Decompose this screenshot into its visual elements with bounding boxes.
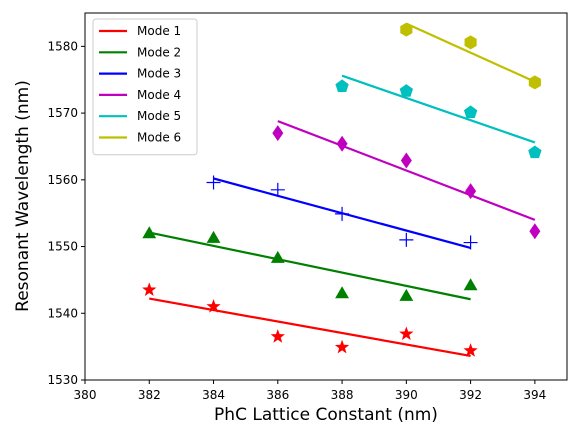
y-tick-label: 1560 bbox=[47, 173, 78, 187]
data-point bbox=[463, 235, 478, 250]
fit-line bbox=[149, 297, 471, 358]
data-point bbox=[336, 135, 348, 152]
fit-line bbox=[277, 120, 536, 221]
fit-line bbox=[149, 231, 471, 301]
data-point bbox=[463, 343, 478, 357]
x-tick-label: 382 bbox=[138, 388, 161, 402]
x-axis: 380 382 384 386 388 390 392 394 bbox=[74, 380, 546, 402]
plot-frame bbox=[84, 12, 568, 381]
legend-label: Mode 5 bbox=[137, 109, 181, 123]
data-point bbox=[463, 105, 478, 119]
data-point bbox=[465, 183, 477, 200]
data-point bbox=[335, 206, 350, 221]
data-point bbox=[270, 329, 285, 343]
data-point bbox=[206, 230, 221, 243]
data-point bbox=[270, 250, 285, 263]
x-tick-label: 388 bbox=[331, 388, 354, 402]
legend-item: Mode 4 bbox=[99, 88, 181, 102]
data-point bbox=[142, 226, 157, 239]
data-point bbox=[528, 75, 541, 90]
legend-item: Mode 1 bbox=[99, 24, 181, 38]
data-point bbox=[529, 223, 541, 240]
x-axis-title: PhC Lattice Constant (nm) bbox=[214, 405, 438, 425]
y-tick-label: 1580 bbox=[47, 39, 78, 53]
legend-label: Mode 4 bbox=[137, 88, 181, 102]
legend: Mode 1 Mode 2 Mode 3 Mode 4 Mode 5 Mode 6 bbox=[92, 18, 198, 156]
y-tick-label: 1570 bbox=[47, 106, 78, 120]
data-point bbox=[463, 278, 478, 291]
y-axis: 1530 1540 1550 1560 1570 1580 bbox=[47, 39, 85, 387]
x-tick-label: 386 bbox=[266, 388, 289, 402]
data-point bbox=[270, 182, 285, 197]
legend-item: Mode 3 bbox=[99, 67, 181, 81]
x-tick-label: 384 bbox=[202, 388, 225, 402]
legend-item: Mode 6 bbox=[99, 131, 181, 145]
legend-label: Mode 2 bbox=[137, 45, 181, 59]
y-tick-label: 1530 bbox=[47, 373, 78, 387]
fit-line bbox=[405, 22, 536, 83]
data-point bbox=[206, 299, 221, 313]
data-point bbox=[464, 35, 477, 50]
data-point bbox=[400, 22, 413, 37]
x-tick-label: 392 bbox=[459, 388, 482, 402]
legend-item: Mode 5 bbox=[99, 109, 181, 123]
x-tick-label: 390 bbox=[395, 388, 418, 402]
data-point bbox=[272, 125, 284, 142]
series-mode-4 bbox=[272, 120, 541, 240]
data-point bbox=[399, 232, 414, 247]
y-tick-label: 1550 bbox=[47, 240, 78, 254]
y-axis-title: Resonant Wavelength (nm) bbox=[13, 80, 33, 312]
series-mode-2 bbox=[142, 226, 478, 301]
series-mode-6 bbox=[400, 22, 541, 90]
series-mode-5 bbox=[335, 74, 542, 159]
data-point bbox=[399, 288, 414, 301]
series-mode-3 bbox=[206, 175, 478, 250]
x-tick-label: 394 bbox=[523, 388, 546, 402]
legend-item: Mode 2 bbox=[99, 45, 181, 59]
legend-label: Mode 1 bbox=[137, 24, 181, 38]
series-mode-1 bbox=[142, 282, 478, 358]
data-point bbox=[335, 79, 349, 93]
data-point bbox=[399, 326, 414, 341]
fit-line bbox=[341, 74, 536, 144]
data-point bbox=[528, 145, 542, 159]
legend-label: Mode 3 bbox=[137, 67, 181, 81]
data-point bbox=[335, 286, 349, 299]
x-tick-label: 380 bbox=[74, 388, 97, 402]
data-point bbox=[206, 175, 221, 190]
legend-label: Mode 6 bbox=[137, 131, 181, 145]
data-point bbox=[400, 152, 412, 169]
series-layer bbox=[142, 22, 542, 358]
data-point bbox=[334, 339, 350, 354]
data-point bbox=[142, 282, 157, 296]
y-tick-label: 1540 bbox=[47, 306, 78, 320]
data-point bbox=[399, 84, 413, 97]
